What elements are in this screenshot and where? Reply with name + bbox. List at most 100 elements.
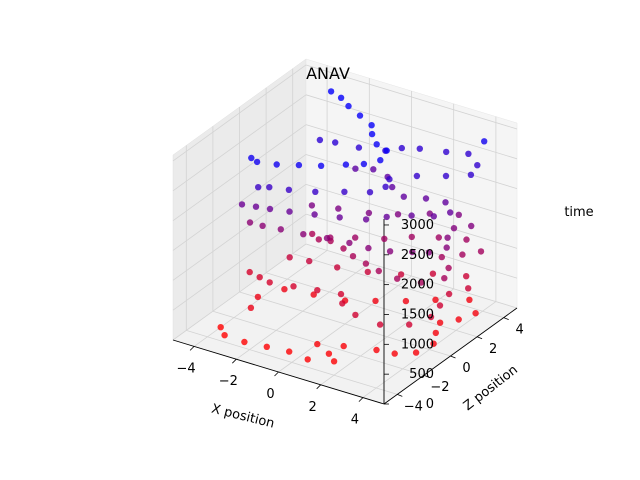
scatter-point [400,193,407,200]
grid-line-y-floor [186,330,398,395]
scatter-point [445,290,453,298]
scatter-point [340,245,347,252]
scatter-point [412,349,420,356]
scatter-point [355,144,363,151]
scatter-point [397,271,405,278]
scatter-point [340,342,347,350]
scatter-point [286,208,293,215]
grid-line-z-wall [172,183,307,281]
y-tick [423,374,430,378]
scatter-point [383,147,390,154]
scatter-point [308,202,316,209]
scatter-point [425,249,433,256]
z-tick-label: 1000 [401,337,434,352]
scatter-point [467,171,475,178]
scatter-point [310,291,317,298]
scatter-point [217,324,224,331]
scatter-point [314,340,321,348]
scatter-point [466,296,473,303]
scatter-point [468,222,475,230]
scatter-point [455,316,462,323]
y-tick-label: 4 [516,323,524,338]
scatter-point [330,358,338,365]
scatter-point [221,332,228,339]
scatter-point [259,222,266,229]
scatter-point [422,195,430,202]
scatter-point [337,94,345,102]
scatter-point [309,230,316,238]
x-tick [274,371,279,377]
scatter-point [311,211,318,218]
scatter-point [481,138,488,145]
scatter-point [290,283,297,290]
scatter-point [362,260,370,267]
scatter-point [246,268,253,276]
y-tick [503,317,509,320]
scatter-point [312,188,319,195]
scatter-point [386,176,393,183]
scatter-point [273,161,280,168]
scatter-point [443,148,450,156]
scatter-point [376,321,384,328]
scatter-point [377,157,384,164]
scatter-point [352,234,359,241]
scatter-point [375,267,382,275]
scatter-point [362,216,370,223]
scatter-point [450,225,458,232]
scatter-point [345,102,352,110]
scatter-point [389,183,396,191]
scatter-point [339,300,346,307]
scatter-point [427,313,435,321]
scatter-point [263,343,270,350]
scatter-point [316,136,324,144]
scatter-point [408,212,415,219]
scatter-point [352,311,359,319]
scatter-point [442,199,449,206]
scatter-point [360,160,368,168]
scatter-point [317,162,325,169]
scatter-point [394,275,401,282]
z-tick-label: 500 [409,367,434,382]
grid-line-z-back [305,213,518,279]
x-tick [316,384,321,390]
scatter-point [286,254,293,261]
scatter-point [477,248,485,255]
scatter-point [300,231,307,238]
scatter-point [438,253,445,261]
scatter-point [295,161,303,169]
scatter-point [248,154,255,162]
scatter-point [402,297,410,305]
z-tick-label: 0 [426,397,434,412]
x-tick-label: −2 [219,374,238,389]
y-tick-label: −2 [430,380,449,395]
scatter-point [430,213,437,220]
scatter-point [436,302,444,309]
scatter-point [366,189,374,196]
x-axis-label: X position [210,402,276,432]
scatter-point [337,290,345,298]
scatter-point [444,234,451,241]
grid-line-z-back [305,94,518,160]
scatter-point [391,350,398,357]
x-tick-label: 0 [266,387,274,402]
scatter-point [368,130,376,138]
scatter-point [408,233,415,241]
y-tick [450,355,456,359]
y-tick [476,336,483,340]
scatter-point [398,144,405,152]
grid-line-z-wall [172,124,307,221]
scatter-point [335,205,342,212]
scatter-point [441,275,448,282]
scatter-point [277,226,284,233]
scatter-points [217,88,488,365]
y-tick-label: 0 [462,361,470,376]
tick-labels: −4 −2 0 2 4 −4 −2 0 2 4 0 500 1000 1500 2000 2500 3000 [177,218,524,428]
scatter-point [315,236,322,243]
scatter-point [334,264,341,271]
scatter-point [459,251,466,258]
scatter-point [382,183,389,190]
scatter-point [406,321,413,328]
scatter-point [346,239,353,247]
scatter-point [432,296,439,303]
scatter-point [254,293,262,301]
